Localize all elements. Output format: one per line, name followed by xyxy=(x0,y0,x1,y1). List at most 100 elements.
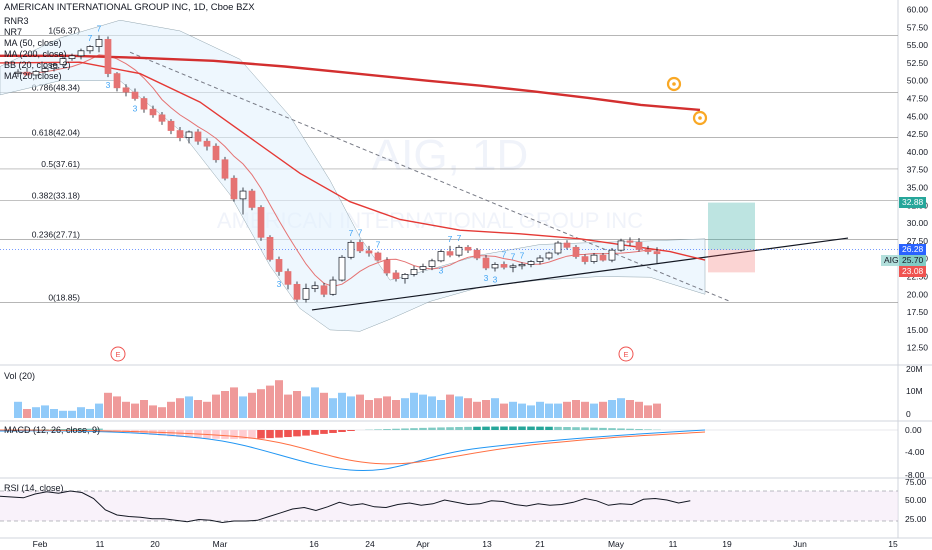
earnings-marker-label: E xyxy=(623,350,628,359)
x-axis-label: Jun xyxy=(793,539,807,549)
candle-body xyxy=(572,246,580,257)
macd-histogram-bar xyxy=(617,428,625,430)
volume-bar xyxy=(257,389,265,418)
macd-histogram-bar xyxy=(644,429,652,430)
volume-bar xyxy=(590,403,598,418)
indicator-legend-item[interactable]: MA (200, close) xyxy=(4,49,67,59)
candle-body xyxy=(599,254,607,261)
watermark-symbol: AIG, 1D xyxy=(372,131,529,180)
volume-bar xyxy=(635,401,643,418)
volume-axis-tick: 20M xyxy=(906,364,923,374)
volume-bar xyxy=(437,400,445,418)
x-axis-label: 20 xyxy=(150,539,160,549)
pattern-marker: 7 xyxy=(376,240,381,250)
candle-body xyxy=(626,240,634,243)
volume-bar xyxy=(464,398,472,418)
volume-bar xyxy=(140,400,148,418)
candle-body xyxy=(653,251,661,255)
candle-body xyxy=(185,131,193,139)
macd-histogram-bar xyxy=(626,428,634,430)
candle-body xyxy=(383,259,391,274)
price-axis-tick: 37.50 xyxy=(907,165,929,175)
x-axis-label: 21 xyxy=(535,539,545,549)
pattern-marker: 3 xyxy=(493,275,498,285)
earnings-marker-label: E xyxy=(115,350,120,359)
candle-body xyxy=(482,257,490,269)
volume-bar xyxy=(419,394,427,418)
macd-histogram-bar xyxy=(230,430,238,439)
macd-histogram-bar xyxy=(59,429,67,430)
x-axis-label: 11 xyxy=(669,539,678,549)
volume-bar xyxy=(653,403,661,418)
volume-bar xyxy=(311,387,319,418)
pattern-marker: 7 xyxy=(502,250,507,260)
pattern-marker: 7 xyxy=(358,227,363,237)
x-axis-label: Mar xyxy=(213,539,228,549)
macd-histogram-bar xyxy=(455,427,463,430)
macd-histogram-bar xyxy=(599,427,607,430)
target-price-badge: 32.88 xyxy=(899,196,927,208)
indicator-legend-item[interactable]: MA (50, close) xyxy=(4,38,62,48)
x-axis-label: 16 xyxy=(309,539,319,549)
indicator-legend-item[interactable]: RNR3 xyxy=(4,16,29,26)
volume-bar xyxy=(617,398,625,418)
candle-body xyxy=(275,259,283,272)
volume-bar xyxy=(401,398,409,418)
macd-histogram-bar xyxy=(410,428,418,430)
macd-histogram-bar xyxy=(554,426,562,430)
pattern-marker: 7 xyxy=(97,23,102,33)
support-trendline xyxy=(311,237,849,311)
candle-body xyxy=(338,256,346,281)
macd-histogram-bar xyxy=(563,427,571,430)
volume-axis-tick: 10M xyxy=(906,386,923,396)
candle-body xyxy=(644,249,652,252)
macd-histogram-bar xyxy=(329,430,337,433)
pattern-marker: 7 xyxy=(511,252,516,262)
earnings-marker-icon xyxy=(110,346,126,362)
long-position-stop xyxy=(708,249,755,273)
x-axis-label: 19 xyxy=(722,539,732,549)
price-axis-tick: 17.50 xyxy=(907,307,929,317)
macd-axis-tick: -4.00 xyxy=(905,447,925,457)
volume-bar xyxy=(581,401,589,418)
alert-pin-dot xyxy=(672,82,676,86)
volume-bar xyxy=(518,403,526,418)
candle-body xyxy=(428,260,436,267)
candle-body xyxy=(608,249,616,261)
pattern-marker: 7 xyxy=(349,228,354,238)
candle-body xyxy=(230,177,238,200)
candle-body xyxy=(203,140,211,147)
volume-bar xyxy=(95,403,103,418)
macd-histogram-bar xyxy=(572,427,580,430)
volume-bar xyxy=(644,405,652,418)
x-axis-label: 13 xyxy=(482,539,492,549)
volume-bar xyxy=(59,410,67,418)
volume-bar xyxy=(446,394,454,418)
volume-bar xyxy=(131,403,139,418)
volume-bar xyxy=(203,401,211,418)
volume-bar xyxy=(356,394,364,418)
macd-histogram-bar xyxy=(401,428,409,430)
macd-histogram-bar xyxy=(491,426,499,430)
pattern-marker: 3 xyxy=(106,80,111,90)
volume-axis-tick: 0 xyxy=(906,409,911,419)
indicator-legend-item[interactable]: NR7 xyxy=(4,27,23,37)
candle-body xyxy=(14,71,22,74)
stop-price-badge: 23.08 xyxy=(899,266,927,278)
volume-bar xyxy=(338,392,346,418)
macd-histogram-bar xyxy=(446,427,454,430)
volume-bar xyxy=(302,396,310,418)
volume-bar xyxy=(410,392,418,418)
symbol-tag-badge: AIG xyxy=(881,254,902,266)
volume-bar xyxy=(221,391,229,418)
candle-body xyxy=(122,87,130,93)
volume-bar xyxy=(500,403,508,418)
candle-body xyxy=(248,190,256,208)
indicator-legend-item[interactable]: MA (20, close) xyxy=(4,71,62,81)
macd-histogram-bar xyxy=(212,430,220,439)
indicator-legend-item[interactable]: BB (20, close, 2) xyxy=(4,60,71,70)
volume-bar xyxy=(383,396,391,418)
macd-histogram-bar xyxy=(302,430,310,436)
pattern-marker: 7 xyxy=(457,233,462,243)
volume-bar xyxy=(491,398,499,418)
